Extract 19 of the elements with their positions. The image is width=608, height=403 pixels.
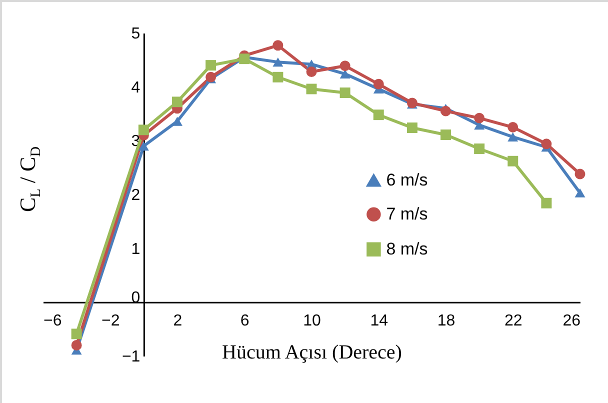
x-tick-label: 22 bbox=[504, 312, 522, 330]
y-tick-label: 2 bbox=[131, 187, 140, 204]
legend-label: 7 m/s bbox=[386, 204, 428, 224]
x-tick-label: −2 bbox=[102, 312, 120, 330]
x-tick-label: 18 bbox=[437, 312, 456, 330]
y-tick-label: 4 bbox=[131, 79, 140, 96]
y-tick-label: 1 bbox=[131, 240, 140, 258]
x-axis-title: Hücum Açısı (Derece) bbox=[222, 342, 402, 364]
x-tick-label: −6 bbox=[44, 312, 62, 330]
x-tick-label: 10 bbox=[303, 312, 321, 330]
x-tick-label: 14 bbox=[370, 312, 388, 330]
y-tick-label: 0 bbox=[131, 290, 140, 307]
x-tick-label: 6 bbox=[240, 312, 250, 330]
legend-label: 8 m/s bbox=[386, 239, 428, 258]
x-tick-label: 26 bbox=[562, 312, 581, 330]
y-tick-label: 5 bbox=[131, 26, 140, 42]
y-tick-label: −1 bbox=[122, 348, 140, 366]
legend-label: 6 m/s bbox=[386, 170, 428, 190]
x-tick-label: 2 bbox=[173, 312, 182, 330]
